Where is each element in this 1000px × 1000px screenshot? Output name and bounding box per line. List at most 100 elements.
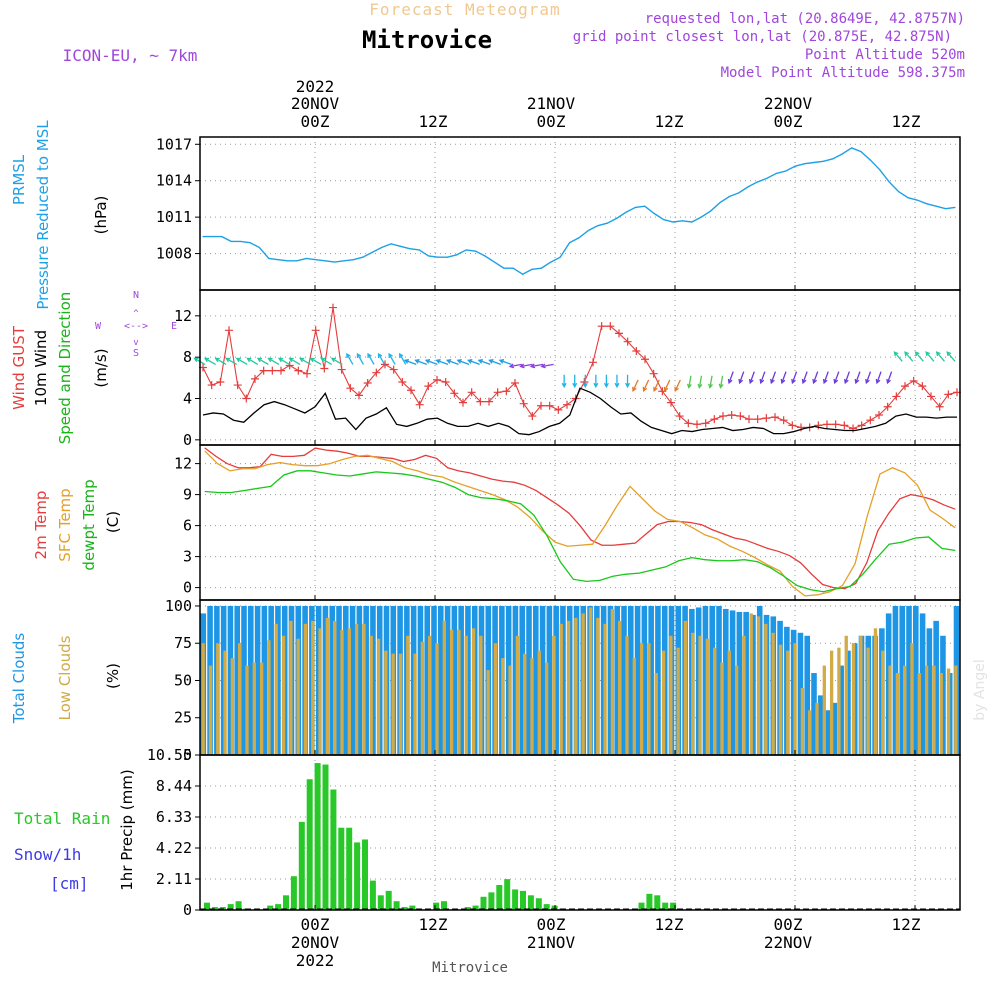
gust-marker xyxy=(493,388,502,397)
gust-marker xyxy=(831,420,840,429)
gust-marker xyxy=(337,365,346,374)
wind-arrowhead xyxy=(812,378,818,385)
gust-marker xyxy=(641,355,649,364)
wind-arrowhead xyxy=(718,383,724,389)
y-tick-label: 3 xyxy=(183,548,192,566)
wind-arrowhead xyxy=(377,352,383,359)
wind-arrowhead xyxy=(456,359,462,364)
wind-series-line xyxy=(202,387,957,436)
wind-arrowhead xyxy=(477,359,483,364)
low-clouds-bar xyxy=(274,623,278,755)
temp-point xyxy=(554,541,556,543)
wind-arrowhead xyxy=(214,357,220,363)
pressure-point xyxy=(672,221,674,223)
temp-point xyxy=(442,476,443,478)
low-clouds-bar xyxy=(230,658,235,755)
gust-marker xyxy=(389,365,398,374)
low-clouds-bar xyxy=(515,635,520,755)
low-clouds-bar xyxy=(369,635,373,755)
low-clouds-bar xyxy=(917,673,921,755)
temp-point xyxy=(789,555,791,557)
gust-marker xyxy=(762,414,771,423)
bottom-year-label: 2022 xyxy=(296,951,335,970)
gust-marker xyxy=(771,413,779,422)
low-clouds-bar xyxy=(756,616,761,755)
temp-point xyxy=(899,498,901,500)
pressure-point xyxy=(691,221,693,223)
low-clouds-bar xyxy=(223,650,227,755)
temp-point xyxy=(757,561,759,563)
pressure-point xyxy=(785,170,787,172)
gust-marker xyxy=(433,375,441,384)
pressure-point xyxy=(634,206,637,209)
low-clouds-bar xyxy=(574,617,578,755)
total-clouds-bar xyxy=(322,605,329,755)
total-clouds-bar xyxy=(465,605,471,755)
gust-marker xyxy=(684,419,693,428)
low-clouds-bar xyxy=(486,670,490,755)
bottom-date-21nov: 21NOV xyxy=(527,933,576,952)
temp-point xyxy=(879,473,881,475)
temp-point xyxy=(954,527,956,529)
gust-marker xyxy=(441,377,450,386)
low-clouds-bar xyxy=(647,643,651,755)
low-clouds-bar xyxy=(610,608,615,755)
wind-arrowhead xyxy=(519,363,525,369)
gust-marker xyxy=(502,387,511,396)
total-clouds-bar xyxy=(634,605,641,755)
temp-point xyxy=(700,524,702,526)
low-clouds-bar xyxy=(888,665,892,755)
pressure-point xyxy=(268,257,270,260)
gust-marker xyxy=(528,412,537,421)
bottom-date-20nov: 20NOV xyxy=(291,933,340,952)
temp-point xyxy=(623,543,625,545)
pressure-point xyxy=(437,256,439,258)
dewpt-label: dewpt Temp xyxy=(80,479,98,570)
wind-arrowhead xyxy=(625,382,631,389)
total-clouds-bar xyxy=(702,605,709,755)
temp-point xyxy=(533,514,535,516)
gust-marker xyxy=(225,326,233,335)
temp-point xyxy=(729,545,731,547)
wind-arrowhead xyxy=(508,363,515,369)
wind-arrowhead xyxy=(904,351,909,357)
low-clouds-bar xyxy=(691,632,695,755)
snow-label: Snow/1h xyxy=(14,845,81,864)
y-tick-label: 2.11 xyxy=(156,870,192,888)
wind-arrowhead xyxy=(833,378,839,385)
footer-location: Mitrovice xyxy=(432,960,508,976)
pressure-point xyxy=(484,255,486,257)
temp-point xyxy=(634,542,636,544)
total-clouds-bar xyxy=(431,605,437,755)
wind-arrowhead xyxy=(277,357,284,363)
temp-point xyxy=(469,472,471,474)
temp-point xyxy=(742,550,743,552)
temp-point xyxy=(904,472,906,474)
total-clouds-bar xyxy=(349,605,356,755)
pressure-point xyxy=(381,246,383,249)
total-clouds-bar xyxy=(261,605,268,755)
gust-marker xyxy=(944,390,953,399)
gust-marker xyxy=(511,379,519,387)
temp-point xyxy=(392,457,393,459)
total-clouds-bar xyxy=(424,605,431,755)
pressure-point xyxy=(202,235,204,238)
top-hour-label: 00Z xyxy=(301,112,330,131)
pressure-point xyxy=(747,186,749,188)
wind-direction-arrow xyxy=(204,357,216,365)
temp-point xyxy=(336,474,338,476)
top-date-20nov: 20NOV xyxy=(291,94,340,113)
wind-arrowhead xyxy=(801,378,807,385)
temp-point xyxy=(322,472,324,474)
pressure-point xyxy=(757,181,759,183)
low-clouds-bar xyxy=(946,668,951,755)
pressure-point xyxy=(728,195,731,198)
wind-arrowhead xyxy=(727,378,733,385)
top-date-21nov: 21NOV xyxy=(527,94,576,113)
pressure-point xyxy=(503,267,505,269)
gust-marker xyxy=(909,376,918,385)
wind-unit: (m/s) xyxy=(92,348,110,387)
temp-point xyxy=(743,559,745,561)
temp-point xyxy=(458,470,460,472)
gust-label: Wind GUST xyxy=(10,325,28,410)
